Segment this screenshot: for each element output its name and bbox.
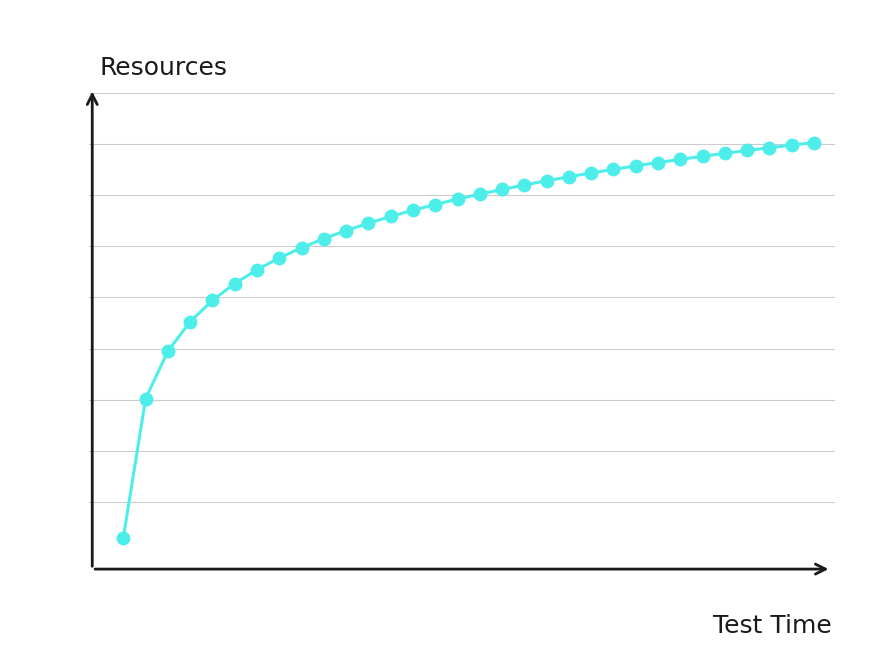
Text: Resources: Resources <box>99 56 227 79</box>
Text: Test Time: Test Time <box>712 614 831 638</box>
